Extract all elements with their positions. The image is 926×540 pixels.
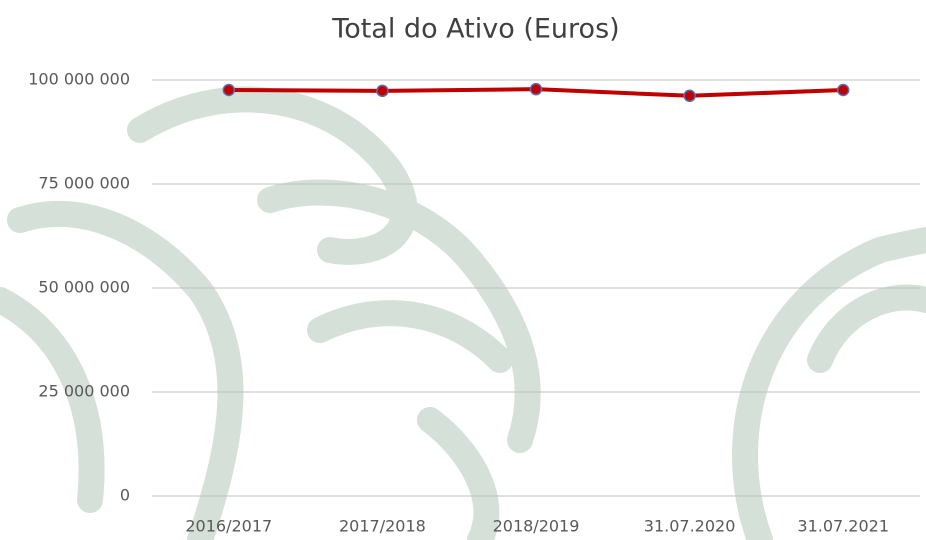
marker	[223, 84, 234, 95]
y-tick-label: 25 000 000	[38, 382, 130, 401]
x-tick-label: 31.07.2021	[797, 517, 889, 536]
marker	[377, 85, 388, 96]
marker	[531, 84, 542, 95]
x-tick-label: 31.07.2020	[644, 517, 736, 536]
y-tick-label: 75 000 000	[38, 174, 130, 193]
marker	[838, 84, 849, 95]
x-tick-label: 2018/2019	[493, 517, 580, 536]
y-tick-label: 100 000 000	[28, 70, 130, 89]
marker	[684, 90, 695, 101]
y-tick-label: 50 000 000	[38, 278, 130, 297]
watermark	[0, 99, 926, 540]
chart-title: Total do Ativo (Euros)	[331, 14, 619, 45]
x-tick-label: 2016/2017	[185, 517, 272, 536]
y-tick-label: 0	[120, 486, 130, 505]
chart: Total do Ativo (Euros) 0 25 000 000 50 000…	[0, 0, 926, 540]
x-tick-label: 2017/2018	[339, 517, 426, 536]
